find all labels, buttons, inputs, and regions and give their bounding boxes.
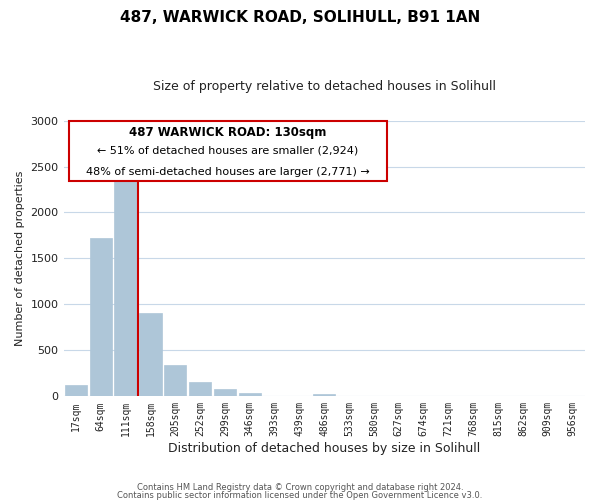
Text: Contains HM Land Registry data © Crown copyright and database right 2024.: Contains HM Land Registry data © Crown c… xyxy=(137,484,463,492)
Bar xyxy=(313,394,335,396)
Title: Size of property relative to detached houses in Solihull: Size of property relative to detached ho… xyxy=(153,80,496,93)
Y-axis label: Number of detached properties: Number of detached properties xyxy=(15,171,25,346)
Text: Contains public sector information licensed under the Open Government Licence v3: Contains public sector information licen… xyxy=(118,490,482,500)
Text: 487 WARWICK ROAD: 130sqm: 487 WARWICK ROAD: 130sqm xyxy=(129,126,326,139)
FancyBboxPatch shape xyxy=(69,120,387,181)
Text: 487, WARWICK ROAD, SOLIHULL, B91 1AN: 487, WARWICK ROAD, SOLIHULL, B91 1AN xyxy=(120,10,480,25)
Bar xyxy=(164,364,187,396)
Bar xyxy=(189,382,211,396)
Bar xyxy=(65,386,87,396)
Text: ← 51% of detached houses are smaller (2,924): ← 51% of detached houses are smaller (2,… xyxy=(97,146,358,156)
X-axis label: Distribution of detached houses by size in Solihull: Distribution of detached houses by size … xyxy=(168,442,481,455)
Bar xyxy=(115,178,137,396)
Bar xyxy=(214,388,236,396)
Bar xyxy=(89,238,112,396)
Bar xyxy=(139,312,161,396)
Bar xyxy=(239,392,261,396)
Text: 48% of semi-detached houses are larger (2,771) →: 48% of semi-detached houses are larger (… xyxy=(86,168,370,177)
